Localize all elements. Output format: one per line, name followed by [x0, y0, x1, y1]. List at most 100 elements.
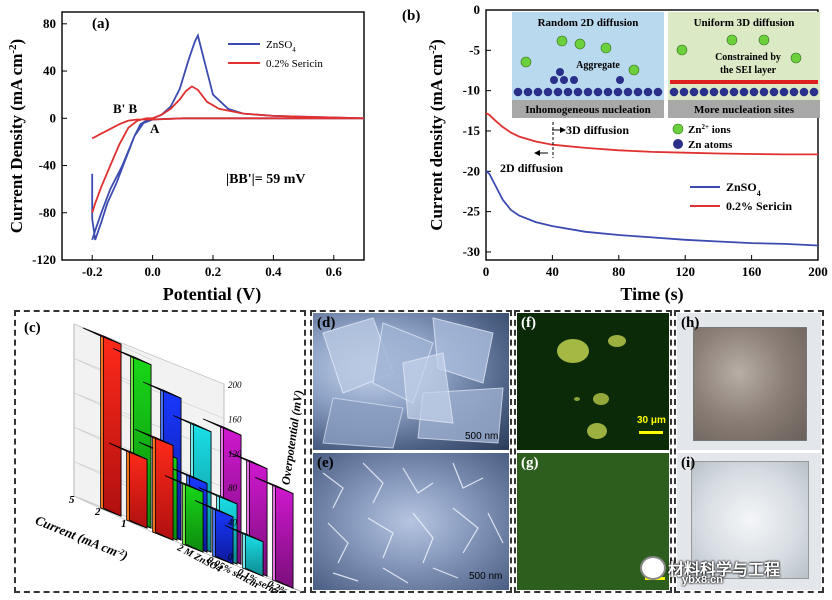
zn-atom [739, 87, 749, 97]
xlabel-a: Potential (V) [163, 284, 261, 305]
panel-label-f: (f) [521, 315, 536, 331]
x-tick-label-a: -0.2 [82, 264, 103, 279]
zn-atom [616, 76, 624, 84]
bar-front [102, 335, 122, 517]
annotation-mv: |BB'|= 59 mV [226, 172, 305, 187]
aggregate-atoms [550, 68, 624, 84]
x-tick-label-a: 0.6 [326, 264, 343, 279]
sei-layer [670, 80, 818, 84]
panel-label-c: (c) [24, 320, 41, 336]
legend-ion-icon [672, 123, 684, 135]
y-tick-label-b: -25 [463, 204, 481, 219]
bar-2-m-znso4-1 [134, 428, 174, 541]
xlabel-b: Time (s) [620, 284, 683, 305]
photo-h: (h) [677, 313, 821, 450]
sem-image-e: (e) 500 nm [313, 453, 509, 590]
zn-ion [676, 44, 688, 56]
zn-atom [759, 87, 769, 97]
bar-top [194, 500, 234, 518]
current-tick-label-c: 1 [121, 518, 127, 530]
legend-text-sericin-a: 0.2% Sericin [266, 58, 323, 70]
y-tick-label-a: 0 [50, 110, 57, 125]
bar-0-1-sericin-1 [194, 500, 234, 565]
y-tick-label-b: -15 [463, 123, 481, 138]
bar-top [172, 415, 212, 433]
inset-aggregate: Aggregate [576, 60, 620, 71]
zn-atom [570, 76, 578, 84]
y-tick-label-b: -10 [463, 83, 480, 98]
bar-top [134, 428, 174, 446]
y-tick-label-a: 40 [43, 63, 56, 78]
panel-hi-box [674, 310, 824, 593]
bar-top [254, 476, 294, 494]
ylabel-a: Current Density (mA cm-2) [7, 39, 26, 233]
x-tick-label-b: 120 [675, 264, 695, 279]
zn-ion [758, 34, 770, 46]
panel-c-box [14, 310, 306, 593]
watermark-url: ybx8.cn [682, 574, 723, 586]
y-tick-label-b: 0 [474, 2, 481, 17]
chart-a: -0.2 0.0 0.2 0.4 0.6 80 40 0 -40 -80 -120 (a) ZnSO… [7, 11, 365, 305]
annotation-bb: B' B [113, 101, 138, 116]
zn-atom [523, 87, 533, 97]
fluor-spots-f [557, 335, 626, 439]
zn-ion [628, 64, 640, 76]
zn-ion [726, 34, 738, 46]
z-tick-label-c: 40 [228, 518, 238, 528]
y-tick-label-a: 80 [43, 16, 56, 31]
scale-e: 500 nm [469, 571, 503, 582]
arrow-3d-head [560, 127, 566, 133]
panel-label-b: (b) [402, 8, 421, 24]
fluor-image-f: (f) 30 μm [517, 313, 669, 450]
scale-f: 30 μm [637, 415, 666, 426]
bar-top [228, 451, 268, 470]
z-tick-label-c: 120 [228, 449, 242, 459]
zn-atom [653, 87, 663, 97]
zn-atom [513, 87, 523, 97]
zn-atom [553, 87, 563, 97]
z-tick-label-c: 0 [228, 552, 233, 562]
annotation-2d: 2D diffusion [500, 161, 563, 175]
sem-flakes-d [322, 317, 504, 449]
zn-atom [789, 87, 799, 97]
zn-atom [550, 76, 558, 84]
zn-atom [533, 87, 543, 97]
y-tick-label-b: -5 [469, 42, 480, 57]
zn-atom [719, 87, 729, 97]
plot-frame-b [485, 9, 819, 261]
bar-top [112, 348, 152, 366]
scale-bar-f [639, 431, 663, 434]
series-line-znso4-b [485, 170, 819, 247]
zn-atom [633, 87, 643, 97]
bar-top [82, 327, 122, 345]
bar-0-05-sericin-1 [164, 475, 204, 553]
zn-atom [623, 87, 633, 97]
zn-atom [543, 87, 553, 97]
series-line-znso4-a [91, 33, 365, 241]
legend-atom-icon [673, 139, 683, 149]
bar-front [274, 484, 294, 589]
panel-label-e: (e) [317, 455, 334, 471]
bar-front [184, 483, 204, 553]
bar-front [154, 436, 174, 541]
arrow-2d-head [534, 150, 540, 156]
inset-right-bottom-bg [668, 100, 820, 118]
bar-top [142, 381, 182, 399]
zn-ion [574, 38, 586, 50]
zn-atom [749, 87, 759, 97]
y-tick-label-b: -30 [463, 244, 480, 259]
scale-d: 500 nm [465, 431, 499, 442]
ions-left [520, 35, 640, 76]
x-tick-label-b: 40 [546, 264, 559, 279]
zn-atom [729, 87, 739, 97]
zn-atom [643, 87, 653, 97]
x-tick-label-b: 160 [742, 264, 762, 279]
panel-label-a: (a) [92, 16, 110, 32]
bar-2-m-znso4-5 [82, 327, 122, 517]
zn-ion [790, 52, 802, 64]
series-line-sericin-b [485, 112, 818, 156]
x-tick-label-a: 0.0 [144, 264, 160, 279]
zlabel-c: Overpotential (mV) [278, 389, 305, 486]
z-tick-label-c: 200 [228, 380, 242, 390]
zn-atom [689, 87, 699, 97]
